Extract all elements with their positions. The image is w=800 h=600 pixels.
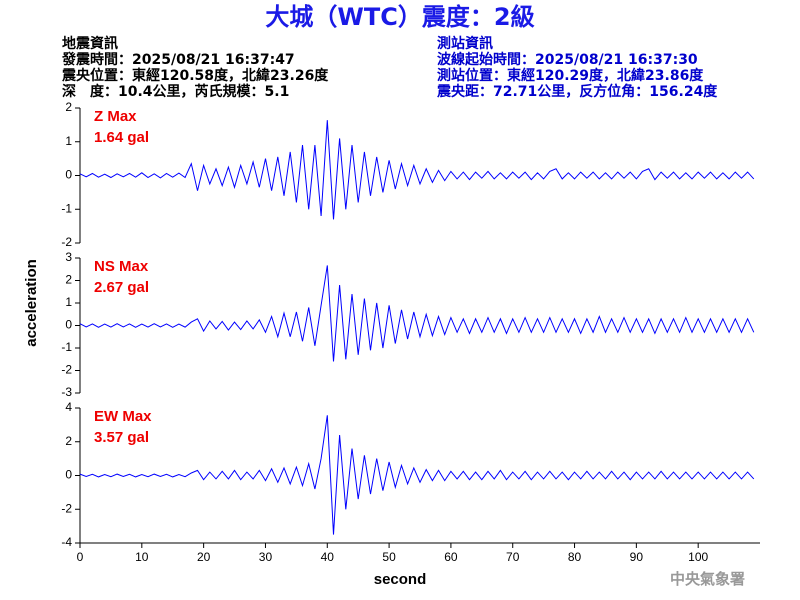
y-tick-label: 4 (65, 400, 72, 414)
x-tick-label: 30 (259, 550, 273, 564)
station-info: 震央距：72.71公里，反方位角：156.24度 (436, 83, 718, 100)
title: 大城（WTC）震度：2級 (265, 3, 534, 31)
y-tick-label: 0 (65, 468, 72, 482)
quake-info: 震央位置：東經120.58度，北緯23.26度 (61, 67, 329, 84)
y-tick-label: -1 (61, 340, 72, 354)
x-tick-label: 40 (321, 550, 335, 564)
y-tick-label: -3 (61, 385, 72, 399)
x-tick-label: 60 (444, 550, 458, 564)
x-tick-label: 20 (197, 550, 211, 564)
station-info: 波線起始時間：2025/08/21 16:37:30 (437, 51, 698, 68)
y-tick-label: -4 (61, 535, 72, 549)
y-tick-label: -2 (61, 235, 72, 249)
station-info: 測站資訊 (437, 35, 493, 52)
y-tick-label: 1 (65, 295, 72, 309)
footer: 中央氣象署 (670, 570, 745, 588)
waveform (79, 120, 755, 220)
x-tick-label: 0 (77, 550, 84, 564)
y-tick-label: 0 (65, 168, 72, 182)
y-tick-label: 3 (65, 250, 72, 264)
max-label: 3.57 gal (94, 429, 149, 446)
x-tick-label: 90 (630, 550, 644, 564)
y-tick-label: -1 (61, 201, 72, 215)
y-tick-label: 1 (65, 134, 72, 148)
y-tick-label: -2 (61, 501, 72, 515)
waveform (79, 415, 755, 535)
channel-label: Z Max (94, 108, 137, 125)
quake-info: 深 度：10.4公里，芮氏規模：5.1 (62, 83, 289, 100)
x-tick-label: 70 (506, 550, 520, 564)
channel-label: NS Max (94, 258, 149, 275)
max-label: 1.64 gal (94, 129, 149, 146)
y-tick-label: 0 (65, 318, 72, 332)
y-tick-label: 2 (65, 434, 72, 448)
x-tick-label: 80 (568, 550, 582, 564)
channel-label: EW Max (94, 408, 152, 425)
max-label: 2.67 gal (94, 279, 149, 296)
y-axis-label: acceleration (23, 259, 40, 347)
x-tick-label: 10 (135, 550, 149, 564)
x-tick-label: 100 (688, 550, 708, 564)
quake-info: 發震時間：2025/08/21 16:37:47 (61, 51, 295, 68)
station-info: 測站位置：東經120.29度，北緯23.86度 (437, 67, 704, 84)
x-axis-label: second (374, 571, 427, 588)
waveform (79, 265, 755, 362)
y-tick-label: 2 (65, 100, 72, 114)
y-tick-label: 2 (65, 273, 72, 287)
y-tick-label: -2 (61, 363, 72, 377)
x-tick-label: 50 (382, 550, 396, 564)
quake-info: 地震資訊 (62, 35, 118, 52)
